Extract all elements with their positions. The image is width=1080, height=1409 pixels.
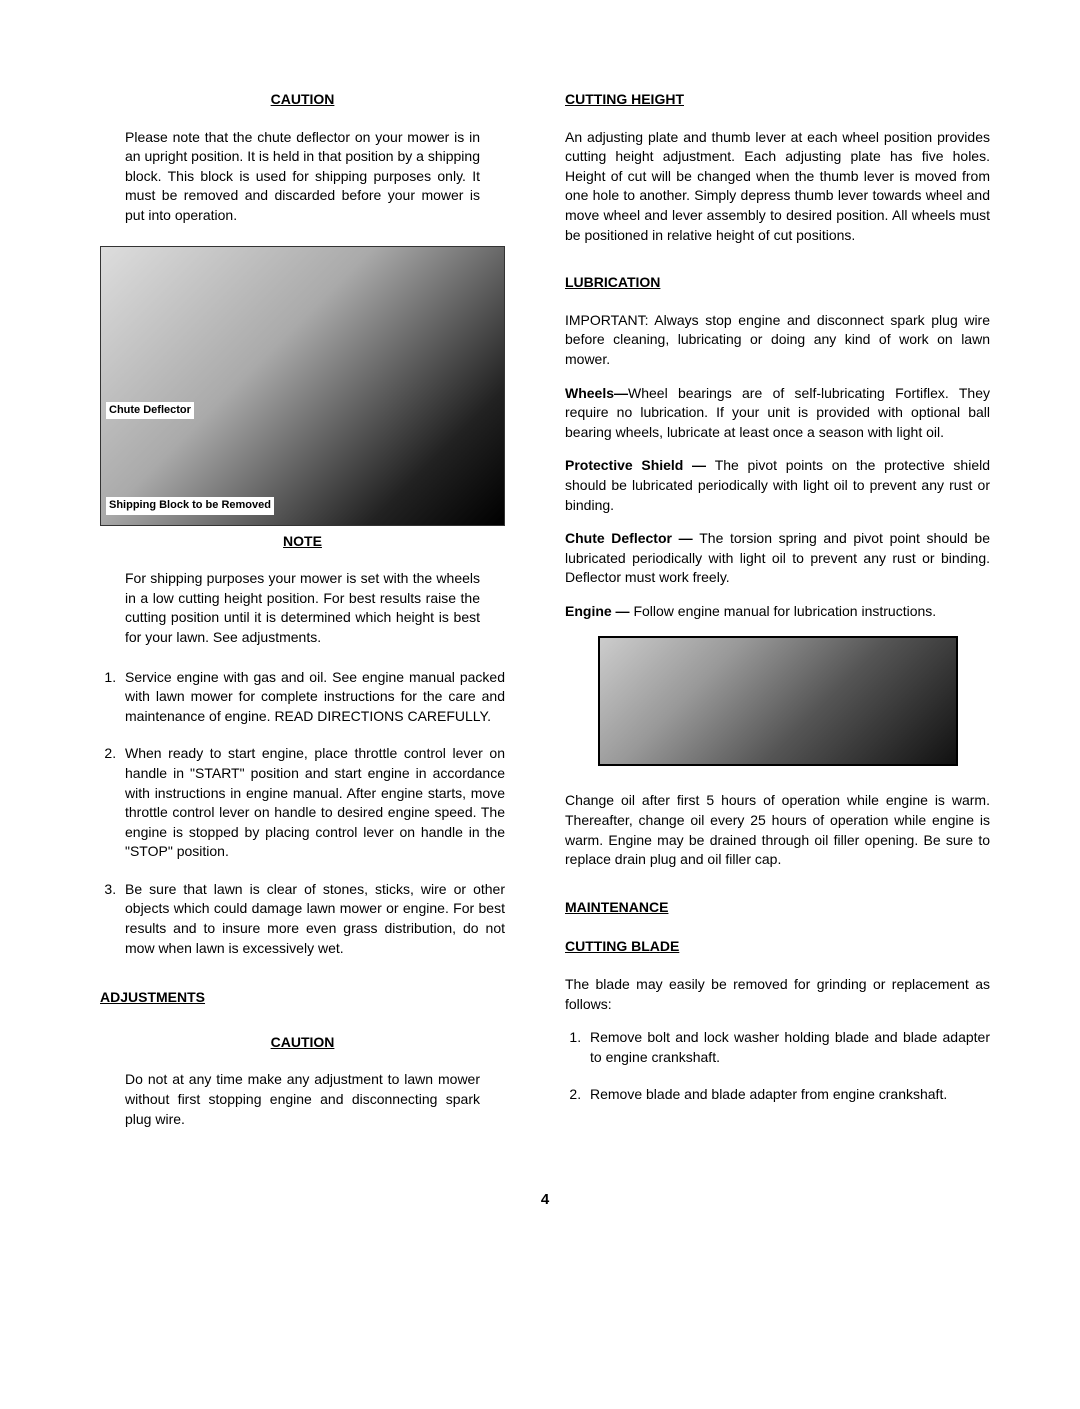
list-item: Be sure that lawn is clear of stones, st… <box>120 880 505 958</box>
list-item: Remove bolt and lock washer holding blad… <box>585 1028 990 1067</box>
engine-label: Engine — <box>565 603 633 619</box>
caution2-text: Do not at any time make any adjustment t… <box>125 1070 480 1129</box>
wheels-text: Wheel bearings are of self-lubricating F… <box>565 385 990 440</box>
deflector-para: Chute Deflector — The torsion spring and… <box>565 529 990 588</box>
list-item: When ready to start engine, place thrott… <box>120 744 505 862</box>
figure-label-shipping-block: Shipping Block to be Removed <box>106 497 274 514</box>
note-block: For shipping purposes your mower is set … <box>100 569 505 647</box>
engine-text: Follow engine manual for lubrication ins… <box>633 603 936 619</box>
caution-block: Please note that the chute deflector on … <box>100 128 505 226</box>
deflector-label: Chute Deflector — <box>565 530 699 546</box>
caution-text: Please note that the chute deflector on … <box>125 128 480 226</box>
wheels-label: Wheels— <box>565 385 628 401</box>
two-column-layout: CAUTION Please note that the chute defle… <box>100 90 990 1149</box>
cutting-blade-intro: The blade may easily be removed for grin… <box>565 975 990 1014</box>
list-item: Remove blade and blade adapter from engi… <box>585 1085 990 1105</box>
lubrication-intro: IMPORTANT: Always stop engine and discon… <box>565 311 990 370</box>
shield-para: Protective Shield — The pivot points on … <box>565 456 990 515</box>
maintenance-heading: MAINTENANCE <box>565 898 990 918</box>
note-heading: NOTE <box>100 532 505 552</box>
left-column: CAUTION Please note that the chute defle… <box>100 90 505 1149</box>
list-item: Service engine with gas and oil. See eng… <box>120 668 505 727</box>
adjustments-heading: ADJUSTMENTS <box>100 988 505 1008</box>
blade-removal-list: Remove bolt and lock washer holding blad… <box>565 1028 990 1105</box>
figure-mower-deflector: Chute Deflector Shipping Block to be Rem… <box>100 246 505 526</box>
note-text: For shipping purposes your mower is set … <box>125 569 480 647</box>
figure-oil-filler <box>598 636 958 766</box>
shield-label: Protective Shield — <box>565 457 715 473</box>
oil-change-text: Change oil after first 5 hours of operat… <box>565 791 990 869</box>
caution-heading: CAUTION <box>100 90 505 110</box>
caution2-block: Do not at any time make any adjustment t… <box>100 1070 505 1129</box>
figure-label-chute-deflector: Chute Deflector <box>106 402 194 419</box>
page-number: 4 <box>100 1189 990 1210</box>
engine-para: Engine — Follow engine manual for lubric… <box>565 602 990 622</box>
lubrication-heading: LUBRICATION <box>565 273 990 293</box>
operation-instructions-list: Service engine with gas and oil. See eng… <box>100 668 505 959</box>
cutting-height-text: An adjusting plate and thumb lever at ea… <box>565 128 990 246</box>
wheels-para: Wheels—Wheel bearings are of self-lubric… <box>565 384 990 443</box>
cutting-blade-heading: CUTTING BLADE <box>565 937 990 957</box>
right-column: CUTTING HEIGHT An adjusting plate and th… <box>565 90 990 1149</box>
caution2-heading: CAUTION <box>100 1033 505 1053</box>
cutting-height-heading: CUTTING HEIGHT <box>565 90 990 110</box>
